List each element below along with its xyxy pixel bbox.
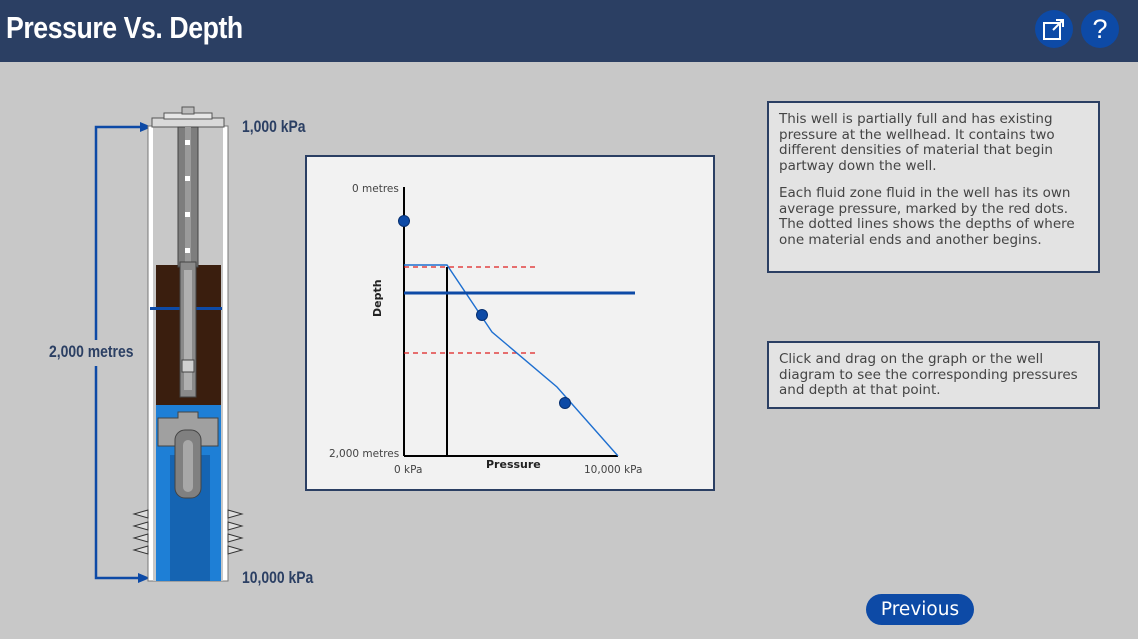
page-title: Pressure Vs. Depth	[6, 10, 243, 45]
arrow-bottom-icon	[138, 573, 150, 583]
popout-window-icon	[1043, 19, 1064, 40]
info-box-instructions: Click and drag on the graph or the well …	[767, 341, 1100, 409]
average-pressure-dot-2	[476, 309, 488, 321]
x-right-label: 10,000 kPa	[584, 464, 643, 476]
y-axis-title: Depth	[371, 279, 384, 317]
arrow-top-icon	[140, 122, 152, 132]
bottom-pressure-label: 10,000 kPa	[242, 568, 314, 587]
y-bottom-label: 2,000 metres	[329, 448, 400, 460]
pressure-depth-graph[interactable]: 0 metres 2,000 metres 0 kPa 10,000 kPa P…	[305, 155, 715, 491]
wellhead-pressure-label: 1,000 kPa	[242, 117, 306, 136]
info-paragraph-1: This well is partially full and has exis…	[779, 111, 1055, 174]
info-box-description: This well is partially full and has exis…	[767, 101, 1100, 273]
average-pressure-dot-3	[559, 397, 571, 409]
perforations	[132, 509, 244, 555]
x-axis-title: Pressure	[486, 458, 541, 471]
well-svg[interactable]	[0, 62, 300, 639]
depth-dimension-line	[94, 125, 150, 580]
graph-svg[interactable]	[307, 157, 713, 489]
y-top-label: 0 metres	[352, 183, 399, 195]
x-left-label: 0 kPa	[394, 464, 423, 476]
header-bar: Pressure Vs. Depth ?	[0, 0, 1138, 62]
previous-button[interactable]: Previous	[866, 594, 974, 625]
well-depth-label: 2,000 metres	[49, 342, 134, 361]
popout-button[interactable]	[1035, 10, 1073, 48]
info-paragraph-2: Each fluid zone fluid in the well has it…	[779, 185, 1075, 248]
pressure-curve	[404, 264, 619, 457]
well-diagram[interactable]: 1,000 kPa 2,000 metres 10,000 kPa	[0, 62, 313, 639]
average-pressure-dot-1	[398, 215, 410, 227]
instruction-text: Click and drag on the graph or the well …	[779, 351, 1078, 398]
help-button[interactable]: ?	[1081, 10, 1119, 48]
